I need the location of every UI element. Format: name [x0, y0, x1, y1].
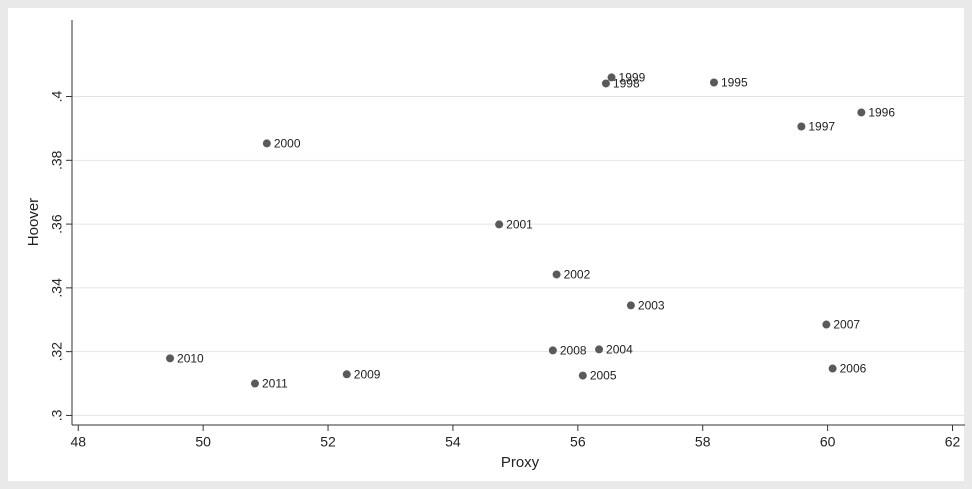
y-tick-label: .32 [49, 342, 65, 362]
y-tick-label: .4 [49, 90, 65, 102]
point [595, 345, 604, 354]
x-tick-label: 56 [570, 434, 586, 450]
x-tick-label: 48 [70, 434, 86, 450]
point [166, 354, 175, 363]
graph-background [8, 8, 964, 481]
point-label: 2007 [833, 318, 860, 332]
point [495, 220, 504, 229]
point-label: 1995 [721, 76, 748, 90]
point [552, 270, 561, 279]
point [601, 79, 610, 88]
point [342, 370, 351, 379]
y-tick-label: .36 [49, 214, 65, 234]
point-label: 2009 [354, 367, 381, 381]
point-label: 2011 [262, 377, 288, 391]
x-tick-label: 52 [320, 434, 336, 450]
point-label: 2003 [638, 299, 665, 313]
y-axis-title: Hoover [25, 198, 42, 246]
point-label: 2001 [506, 218, 533, 232]
point-label: 1998 [613, 77, 640, 91]
point [607, 73, 616, 82]
point-label: 1996 [868, 106, 895, 120]
x-tick-label: 50 [195, 434, 211, 450]
point [548, 346, 557, 355]
point [828, 364, 837, 373]
y-tick-label: .38 [49, 150, 65, 170]
point [250, 379, 259, 388]
y-tick-label: .3 [49, 409, 65, 421]
point [626, 301, 635, 310]
point-label: 2010 [177, 352, 204, 366]
point [578, 371, 587, 380]
point [262, 139, 271, 148]
y-tick-label: .34 [49, 278, 65, 298]
point-label: 2000 [274, 137, 301, 151]
x-tick-label: 54 [445, 434, 461, 450]
point [857, 108, 866, 117]
point-label: 2002 [564, 268, 591, 282]
x-tick-label: 60 [820, 434, 836, 450]
point [709, 78, 718, 87]
point-label: 1997 [808, 120, 835, 134]
point-label: 2005 [590, 369, 617, 383]
x-tick-label: 58 [695, 434, 711, 450]
x-axis-title: Proxy [501, 454, 540, 471]
point-label: 1999 [619, 71, 646, 85]
point [822, 320, 831, 329]
point-label: 2004 [606, 343, 633, 357]
x-tick-label: 62 [945, 434, 961, 450]
point-label: 2006 [840, 362, 867, 376]
point-label: 2008 [560, 344, 587, 358]
point [797, 122, 806, 131]
